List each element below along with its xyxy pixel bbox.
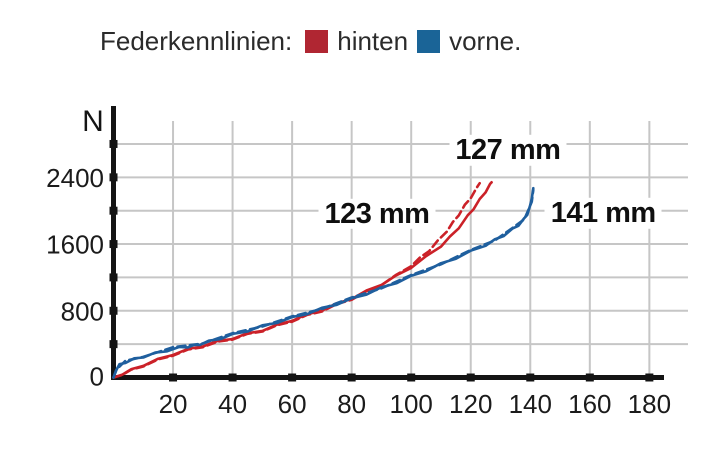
x-tick-label: 160 [568, 389, 611, 419]
y-axis-tick [109, 273, 118, 282]
legend: Federkennlinien: hinten vorne. [100, 25, 522, 56]
y-axis-tick [109, 340, 118, 349]
y-axis-unit-label: N [82, 105, 104, 138]
x-axis-tick [169, 373, 178, 382]
annotation-141mm: 141 mm [544, 198, 662, 228]
x-axis-tick [466, 373, 475, 382]
x-tick-label: 60 [278, 389, 307, 419]
x-axis-tick [347, 373, 356, 382]
legend-label-hinten: hinten [337, 25, 409, 56]
y-tick-label: 2400 [46, 163, 104, 193]
hinten-color-swatch-icon [305, 30, 329, 53]
x-axis-tick [228, 373, 237, 382]
curve-1-hinten [112, 181, 481, 379]
annotation-127mm: 127 mm [449, 135, 567, 165]
y-axis-tick [109, 206, 118, 215]
curve-3-vorne [112, 188, 535, 379]
y-axis-tick [109, 240, 118, 249]
x-axis-tick [585, 373, 594, 382]
x-tick-label: 100 [390, 389, 433, 419]
y-tick-label: 800 [61, 296, 104, 326]
legend-title: Federkennlinien: [100, 25, 293, 56]
x-axis-tick [288, 373, 297, 382]
y-tick-label: 0 [90, 362, 104, 392]
x-tick-label: 180 [628, 389, 671, 419]
x-tick-label: 40 [218, 389, 247, 419]
x-axis-tick [645, 373, 654, 382]
y-tick-label: 1600 [46, 230, 104, 260]
x-tick-label: 120 [449, 389, 492, 419]
x-axis-tick [407, 373, 416, 382]
y-axis-tick [109, 306, 118, 315]
legend-label-vorne: vorne. [449, 25, 522, 56]
vorne-color-swatch-icon [417, 30, 441, 53]
x-tick-label: 80 [337, 389, 366, 419]
annotation-123mm: 123 mm [318, 198, 436, 229]
x-tick-label: 20 [159, 389, 188, 419]
x-tick-label: 140 [509, 389, 552, 419]
x-axis-tick [526, 373, 535, 382]
y-axis-tick [109, 173, 118, 182]
y-axis-tick [109, 139, 118, 148]
